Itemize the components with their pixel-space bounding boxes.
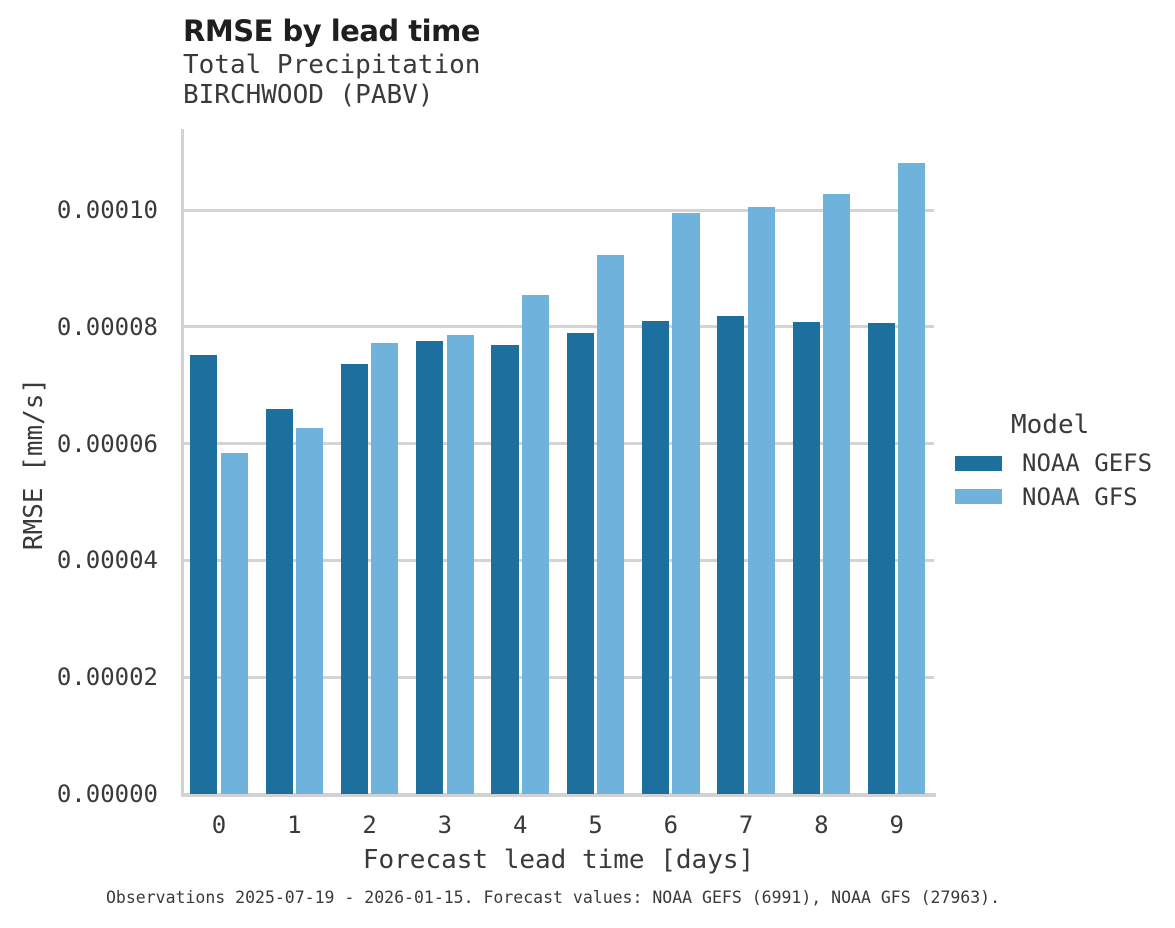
gridline-0.00010: [184, 208, 934, 212]
bar-noaa-gfs-day3: [446, 334, 474, 794]
bar-noaa-gfs-day8: [823, 194, 851, 794]
gridline-0.00008: [184, 325, 934, 329]
caption: Observations 2025-07-19 - 2026-01-15. Fo…: [106, 888, 1001, 907]
x-tick-label-0: 0: [211, 811, 227, 839]
bar-noaa-gefs-day7: [717, 315, 745, 794]
bar-noaa-gfs-day6: [672, 212, 700, 794]
bar-noaa-gefs-day6: [642, 320, 670, 794]
y-axis-spine: [181, 129, 184, 796]
legend-label-noaa-gefs: NOAA GEFS: [1022, 449, 1153, 477]
x-tick-label-4: 4: [512, 811, 528, 839]
bar-noaa-gfs-day9: [898, 162, 926, 794]
bar-noaa-gfs-day1: [295, 427, 324, 794]
gridline-0.00004: [184, 558, 934, 562]
x-axis-baseline: [181, 793, 936, 797]
y-tick-label-0.00008: 0.00008: [56, 312, 158, 341]
x-axis-title: Forecast lead time [days]: [362, 845, 755, 875]
x-tick-label-5: 5: [588, 811, 603, 839]
y-tick-label-0.00006: 0.00006: [56, 429, 158, 458]
chart-title: RMSE by lead time: [183, 14, 480, 48]
chart-subtitle-variable: Total Precipitation: [183, 50, 481, 80]
y-tick-label-0.00004: 0.00004: [56, 546, 158, 575]
x-tick-label-1: 1: [287, 811, 302, 839]
bar-noaa-gefs-day0: [190, 354, 218, 794]
bar-noaa-gefs-day2: [340, 364, 368, 794]
x-tick-label-8: 8: [814, 811, 829, 839]
plot-panel: [181, 129, 936, 797]
bar-noaa-gfs-day7: [747, 206, 775, 794]
y-tick-label-0.00000: 0.00000: [56, 780, 158, 808]
bar-noaa-gefs-day5: [566, 332, 594, 794]
bar-noaa-gefs-day3: [416, 340, 444, 794]
y-tick-label-0.00010: 0.00010: [56, 196, 158, 225]
legend-label-noaa-gfs: NOAA GFS: [1022, 483, 1138, 511]
y-tick-label-0.00002: 0.00002: [56, 663, 158, 692]
bar-noaa-gfs-day5: [597, 255, 625, 794]
gridline-0.00002: [184, 675, 934, 679]
x-tick-label-2: 2: [362, 811, 377, 839]
x-tick-label-7: 7: [738, 811, 754, 839]
x-tick-label-9: 9: [889, 811, 904, 839]
x-tick-label-3: 3: [437, 811, 453, 839]
bar-noaa-gefs-day1: [265, 409, 293, 794]
bar-noaa-gfs-day2: [371, 342, 399, 794]
bar-noaa-gefs-day4: [491, 345, 519, 794]
legend-title: Model: [1011, 410, 1090, 440]
legend-swatch-noaa-gefs: [955, 456, 1002, 471]
legend-swatch-noaa-gfs: [955, 489, 1002, 504]
bar-noaa-gfs-day0: [220, 453, 248, 794]
bar-noaa-gfs-day4: [521, 294, 549, 794]
gridline-0.00006: [184, 442, 934, 446]
bar-noaa-gefs-day8: [792, 321, 820, 794]
chart-subtitle-station: BIRCHWOOD (PABV): [183, 80, 434, 110]
bar-noaa-gefs-day9: [867, 323, 896, 794]
x-tick-label-6: 6: [663, 811, 679, 839]
